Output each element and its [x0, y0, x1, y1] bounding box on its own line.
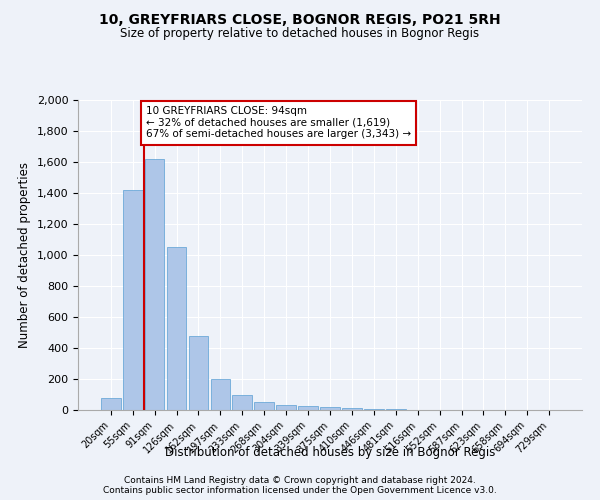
Text: Distribution of detached houses by size in Bognor Regis: Distribution of detached houses by size … — [165, 446, 495, 459]
Bar — [276, 404, 296, 410]
Text: Size of property relative to detached houses in Bognor Regis: Size of property relative to detached ho… — [121, 28, 479, 40]
Bar — [364, 409, 384, 410]
Bar — [232, 394, 252, 410]
Y-axis label: Number of detached properties: Number of detached properties — [18, 162, 31, 348]
Bar — [167, 247, 187, 410]
Bar — [188, 336, 208, 410]
Bar — [386, 409, 406, 410]
Bar — [101, 398, 121, 410]
Bar — [342, 408, 362, 410]
Bar — [298, 406, 318, 410]
Bar — [320, 407, 340, 410]
Text: Contains public sector information licensed under the Open Government Licence v3: Contains public sector information licen… — [103, 486, 497, 495]
Bar — [254, 402, 274, 410]
Bar — [123, 190, 143, 410]
Text: Contains HM Land Registry data © Crown copyright and database right 2024.: Contains HM Land Registry data © Crown c… — [124, 476, 476, 485]
Bar — [145, 159, 164, 410]
Text: 10, GREYFRIARS CLOSE, BOGNOR REGIS, PO21 5RH: 10, GREYFRIARS CLOSE, BOGNOR REGIS, PO21… — [99, 12, 501, 26]
Bar — [211, 379, 230, 410]
Text: 10 GREYFRIARS CLOSE: 94sqm
← 32% of detached houses are smaller (1,619)
67% of s: 10 GREYFRIARS CLOSE: 94sqm ← 32% of deta… — [146, 106, 411, 140]
